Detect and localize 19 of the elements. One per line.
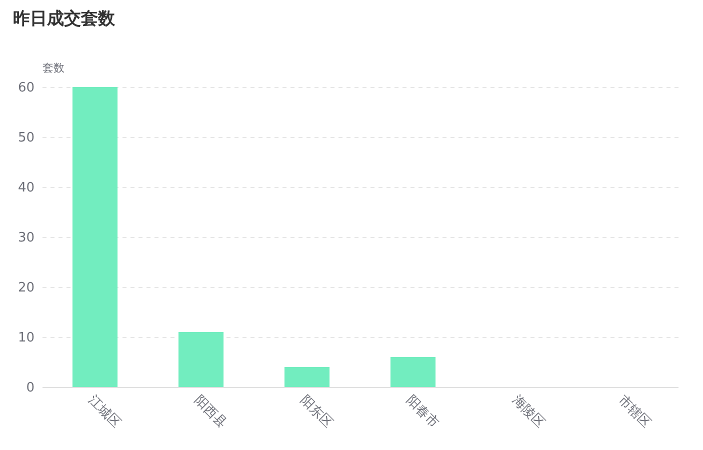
x-tick-label: 阳西县 [191, 392, 230, 431]
chart-title: 昨日成交套数 [13, 9, 116, 29]
y-tick-label: 20 [18, 280, 34, 296]
x-tick-label: 阳东区 [297, 392, 336, 431]
bar [390, 357, 436, 387]
x-tick-label: 海陵区 [509, 392, 548, 431]
y-tick-label: 30 [18, 230, 34, 246]
x-tick-label: 江城区 [85, 392, 124, 431]
y-tick-label: 50 [18, 130, 34, 146]
y-tick-label: 0 [26, 380, 34, 396]
y-tick-label: 40 [18, 180, 34, 196]
y-axis-title: 套数 [42, 62, 64, 74]
y-tick-label: 60 [18, 80, 34, 96]
x-tick-label: 阳春市 [403, 392, 442, 431]
x-tick-label: 市辖区 [615, 392, 654, 431]
y-tick-label: 10 [18, 330, 34, 346]
bar [178, 332, 224, 387]
bar [72, 87, 118, 387]
bar [284, 367, 330, 387]
